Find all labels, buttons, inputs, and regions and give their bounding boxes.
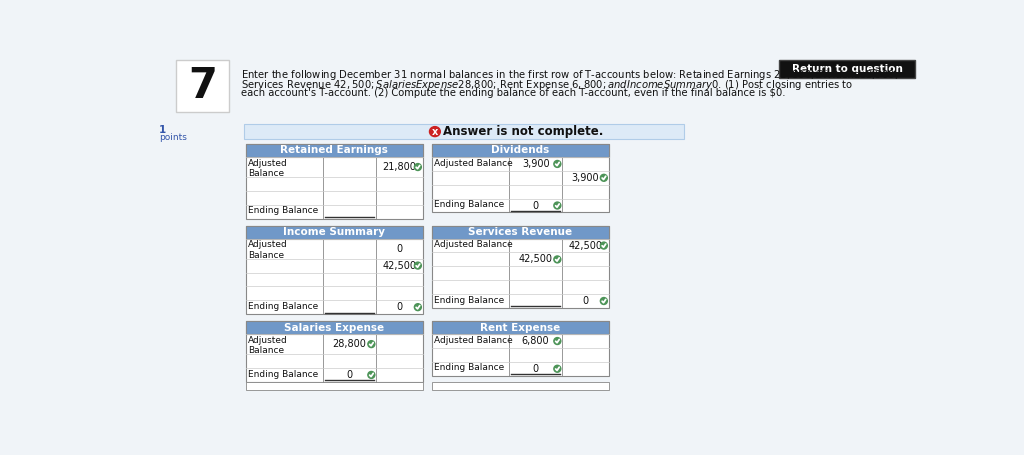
Circle shape xyxy=(415,303,421,311)
Bar xyxy=(246,226,423,314)
Text: 3,900: 3,900 xyxy=(522,159,550,169)
Circle shape xyxy=(415,262,421,269)
Text: Ending Balance: Ending Balance xyxy=(434,364,505,372)
Text: 0: 0 xyxy=(346,370,352,380)
Circle shape xyxy=(554,202,561,209)
Circle shape xyxy=(554,256,561,263)
Text: 42,500: 42,500 xyxy=(382,261,416,271)
Circle shape xyxy=(368,341,375,348)
Text: 6,800: 6,800 xyxy=(522,336,550,346)
Text: Ending Balance: Ending Balance xyxy=(248,302,318,311)
Text: Adjusted Balance: Adjusted Balance xyxy=(434,240,513,249)
Text: Retained Earnings: Retained Earnings xyxy=(281,146,388,156)
Text: 42,500: 42,500 xyxy=(518,254,553,264)
Text: Adjusted Balance: Adjusted Balance xyxy=(434,158,513,167)
Bar xyxy=(432,382,608,389)
Bar xyxy=(246,321,423,334)
Circle shape xyxy=(600,174,607,181)
Bar xyxy=(246,144,423,218)
Text: 1: 1 xyxy=(159,126,166,136)
Text: Ending Balance: Ending Balance xyxy=(434,296,505,304)
Text: 0: 0 xyxy=(532,364,539,374)
Text: Adjusted
Balance: Adjusted Balance xyxy=(248,336,288,355)
Text: 21,800: 21,800 xyxy=(382,162,416,172)
Text: Ending Balance: Ending Balance xyxy=(434,200,505,209)
Bar xyxy=(246,226,423,238)
Circle shape xyxy=(415,163,421,171)
Bar xyxy=(246,382,423,389)
Bar xyxy=(432,321,608,334)
Text: Adjusted
Balance: Adjusted Balance xyxy=(248,240,288,259)
Circle shape xyxy=(554,365,561,372)
Bar xyxy=(432,226,608,238)
Text: Ending Balance: Ending Balance xyxy=(248,369,318,379)
Circle shape xyxy=(368,371,375,379)
Text: 0: 0 xyxy=(583,296,589,306)
Text: 28,800: 28,800 xyxy=(333,339,367,349)
Text: Adjusted
Balance: Adjusted Balance xyxy=(248,158,288,178)
Text: Salaries Expense: Salaries Expense xyxy=(284,323,384,333)
Text: Rent Expense: Rent Expense xyxy=(480,323,560,333)
Bar xyxy=(176,60,228,112)
Text: 0: 0 xyxy=(532,201,539,211)
Text: 3,900: 3,900 xyxy=(571,173,599,183)
Text: Income Summary: Income Summary xyxy=(284,227,385,237)
Text: 42,500: 42,500 xyxy=(568,241,602,251)
Text: 0: 0 xyxy=(396,243,402,253)
Bar xyxy=(432,321,608,376)
Circle shape xyxy=(600,298,607,304)
Text: 0: 0 xyxy=(396,302,402,312)
Text: Dividends: Dividends xyxy=(492,146,549,156)
Text: x: x xyxy=(432,126,438,136)
Text: Services Revenue: Services Revenue xyxy=(468,227,572,237)
Text: Enter the following December 31 normal balances in the first row of T-accounts b: Enter the following December 31 normal b… xyxy=(241,68,898,82)
Text: 7: 7 xyxy=(187,65,217,107)
Ellipse shape xyxy=(429,126,440,136)
Circle shape xyxy=(554,161,561,167)
Text: Answer is not complete.: Answer is not complete. xyxy=(443,125,604,138)
Bar xyxy=(432,226,608,308)
Circle shape xyxy=(600,242,607,249)
Bar xyxy=(432,144,608,157)
Bar xyxy=(779,60,915,78)
Bar xyxy=(246,144,423,157)
Text: Services Revenue $42,500; Salaries Expense $28,800; Rent Expense $6,800; and Inc: Services Revenue $42,500; Salaries Expen… xyxy=(241,78,854,92)
Bar xyxy=(245,124,684,139)
Bar xyxy=(246,321,423,382)
Circle shape xyxy=(554,338,561,344)
Text: Ending Balance: Ending Balance xyxy=(248,206,318,215)
Text: each account's T-account. (2) Compute the ending balance of each T-account, even: each account's T-account. (2) Compute th… xyxy=(241,88,785,98)
Text: Return to question: Return to question xyxy=(792,64,902,74)
Bar xyxy=(432,144,608,212)
Text: Adjusted Balance: Adjusted Balance xyxy=(434,336,513,344)
Text: points: points xyxy=(159,133,186,142)
